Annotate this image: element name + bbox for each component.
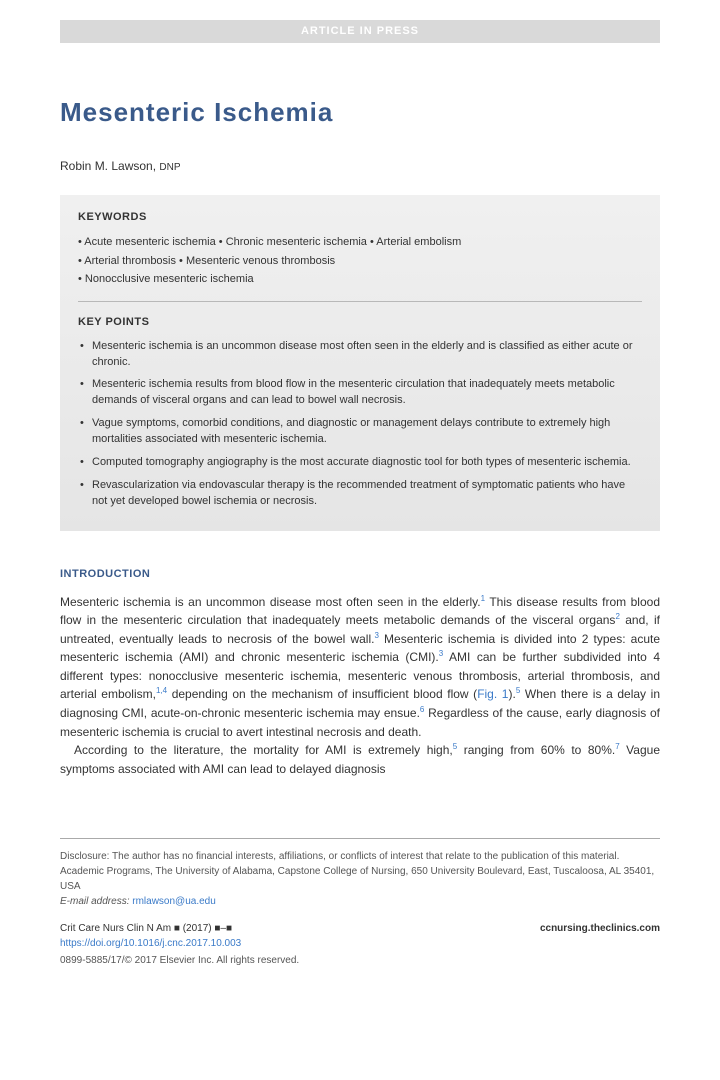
text-run: ).	[508, 687, 515, 701]
keypoint-item: Mesenteric ischemia results from blood f…	[78, 377, 642, 409]
text-run: depending on the mechanism of insufficie…	[167, 687, 477, 701]
text-run: According to the literature, the mortali…	[74, 743, 453, 757]
affiliation-text: Academic Programs, The University of Ala…	[60, 864, 660, 894]
keypoint-item: Mesenteric ischemia is an uncommon disea…	[78, 339, 642, 371]
disclosure-text: Disclosure: The author has no financial …	[60, 849, 660, 864]
info-box: KEYWORDS • Acute mesenteric ischemia • C…	[60, 195, 660, 532]
intro-paragraph-2: According to the literature, the mortali…	[60, 741, 660, 778]
journal-citation: Crit Care Nurs Clin N Am ■ (2017) ■–■	[60, 921, 299, 936]
ref-superscript[interactable]: 1,4	[156, 686, 167, 695]
text-run: ranging from 60% to 80%.	[457, 743, 615, 757]
author-degree: DNP	[159, 162, 180, 173]
author-name: Robin M. Lawson,	[60, 159, 156, 173]
keypoint-item: Vague symptoms, comorbid conditions, and…	[78, 416, 642, 448]
citation-left: Crit Care Nurs Clin N Am ■ (2017) ■–■ ht…	[60, 921, 299, 968]
keywords-line: • Arterial thrombosis • Mesenteric venou…	[78, 252, 642, 271]
footer-block: Disclosure: The author has no financial …	[60, 849, 660, 909]
keywords-list: • Acute mesenteric ischemia • Chronic me…	[78, 233, 642, 289]
article-in-press-banner: ARTICLE IN PRESS	[60, 20, 660, 43]
keywords-line: • Acute mesenteric ischemia • Chronic me…	[78, 233, 642, 252]
intro-heading: INTRODUCTION	[60, 566, 660, 583]
email-label: E-mail address:	[60, 896, 129, 907]
email-link[interactable]: rmlawson@ua.edu	[132, 896, 216, 907]
copyright-text: 0899-5885/17/© 2017 Elsevier Inc. All ri…	[60, 953, 299, 968]
box-divider	[78, 301, 642, 302]
keywords-heading: KEYWORDS	[78, 209, 642, 226]
keypoint-item: Computed tomography angiography is the m…	[78, 455, 642, 471]
email-line: E-mail address: rmlawson@ua.edu	[60, 894, 660, 909]
citation-row: Crit Care Nurs Clin N Am ■ (2017) ■–■ ht…	[60, 921, 660, 968]
author-line: Robin M. Lawson, DNP	[60, 157, 660, 175]
keypoints-list: Mesenteric ischemia is an uncommon disea…	[78, 339, 642, 510]
keypoints-heading: KEY POINTS	[78, 314, 642, 331]
keypoint-item: Revascularization via endovascular thera…	[78, 478, 642, 510]
footer-separator	[60, 838, 660, 839]
figure-link[interactable]: Fig. 1	[477, 687, 508, 701]
doi-link[interactable]: https://doi.org/10.1016/j.cnc.2017.10.00…	[60, 936, 299, 951]
intro-paragraph-1: Mesenteric ischemia is an uncommon disea…	[60, 593, 660, 742]
journal-site[interactable]: ccnursing.theclinics.com	[540, 921, 660, 968]
text-run: Mesenteric ischemia is an uncommon disea…	[60, 595, 481, 609]
article-title: Mesenteric Ischemia	[60, 93, 660, 132]
keywords-line: • Nonocclusive mesenteric ischemia	[78, 270, 642, 289]
page-root: ARTICLE IN PRESS Mesenteric Ischemia Rob…	[0, 20, 720, 998]
